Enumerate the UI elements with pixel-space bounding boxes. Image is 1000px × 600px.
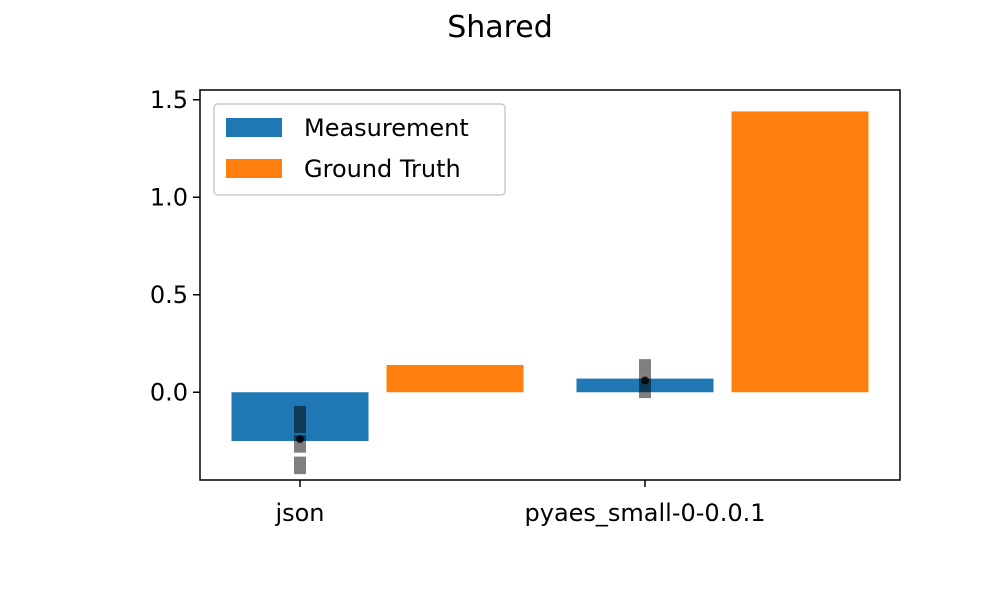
bar-ground-truth-1 <box>731 111 869 393</box>
bar-ground-truth-0 <box>386 364 524 393</box>
error-bar-segment-0-0 <box>294 456 306 475</box>
y-tick-label-2: 1.0 <box>150 183 188 211</box>
legend-label-0: Measurement <box>304 114 469 142</box>
y-tick-label-3: 1.5 <box>150 86 188 114</box>
y-axis: 0.0 0.5 1.0 1.5 <box>150 86 200 406</box>
x-axis: json pyaes_small-0-0.0.1 <box>274 480 766 527</box>
legend-swatch-1 <box>226 159 282 178</box>
chart-title: Shared <box>447 10 553 45</box>
error-bar-segment-1-0 <box>639 384 651 399</box>
error-bar-point-0 <box>296 435 304 444</box>
x-tick-label-0: json <box>274 499 324 527</box>
legend-label-1: Ground Truth <box>304 155 461 183</box>
legend: Measurement Ground Truth <box>213 103 506 196</box>
legend-swatch-0 <box>226 118 282 137</box>
plot-area <box>231 111 869 475</box>
error-bar-segment-0-2 <box>294 405 306 434</box>
x-tick-label-1: pyaes_small-0-0.0.1 <box>525 499 766 527</box>
y-tick-label-1: 0.5 <box>150 281 188 309</box>
error-bar-point-1 <box>641 376 649 385</box>
axes-frame <box>199 89 901 481</box>
error-bar-segment-1-2 <box>639 359 651 375</box>
legend-box <box>213 103 506 196</box>
y-tick-label-0: 0.0 <box>150 378 188 406</box>
